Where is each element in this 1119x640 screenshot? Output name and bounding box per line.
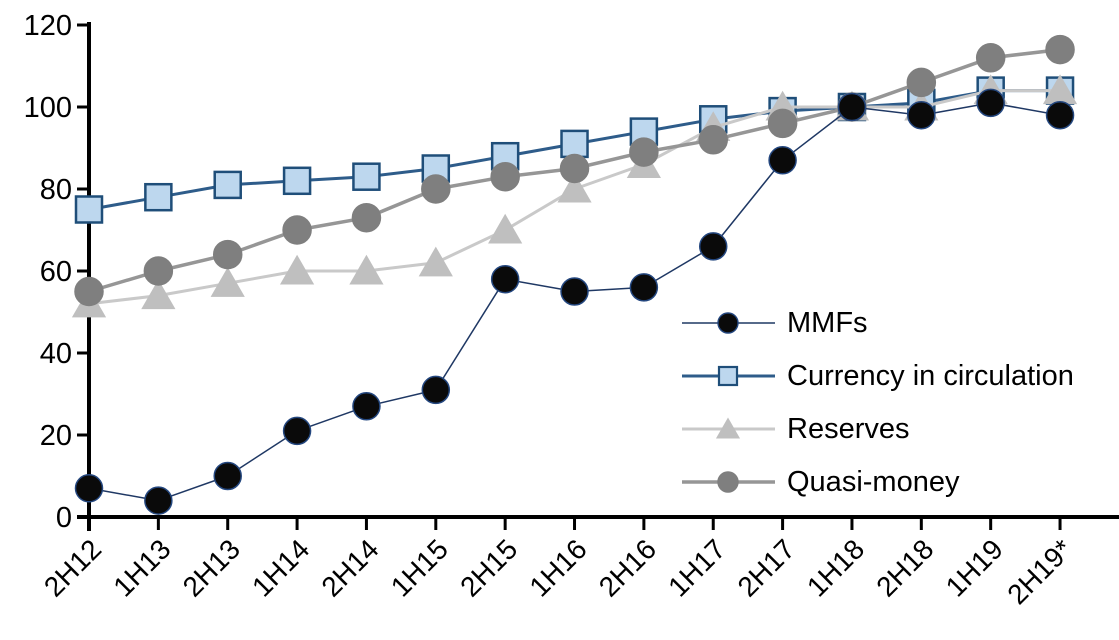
marker-quasi-money (351, 202, 382, 233)
x-tick-label: 2H12 (38, 533, 107, 602)
y-tick-label: 40 (40, 338, 72, 370)
quasi-money-marker-icon (682, 471, 775, 493)
marker-reserves (418, 246, 453, 277)
marker-quasi-money (1045, 34, 1075, 65)
marker-quasi-money (212, 239, 243, 270)
x-tick-label: 1H15 (385, 533, 454, 602)
legend-label-quasi-money: Quasi-money (787, 465, 960, 498)
x-tick-label: 2H19* (1001, 533, 1078, 610)
marker-reserves (488, 213, 523, 244)
marker-mmfs (698, 232, 728, 261)
chart-legend: MMFs Currency in circulation Reserves Qu… (681, 305, 1074, 500)
y-tick-label: 120 (24, 10, 72, 42)
y-tick-label: 60 (40, 256, 72, 288)
legend-item-mmfs: MMFs (681, 305, 1074, 341)
marker-currency-in-circulation (560, 129, 589, 159)
marker-mmfs (213, 461, 242, 491)
legend-item-currency: Currency in circulation (681, 358, 1074, 394)
y-tick-label: 20 (40, 420, 72, 452)
marker-mmfs (282, 416, 312, 446)
x-tick-label: 2H15 (454, 533, 523, 602)
marker-mmfs (629, 273, 659, 302)
marker-reserves (557, 172, 592, 203)
y-tick-label: 100 (24, 92, 72, 124)
x-tick-label: 1H18 (801, 533, 870, 602)
marker-mmfs (976, 88, 1005, 118)
marker-mmfs (352, 392, 381, 421)
marker-quasi-money (629, 137, 659, 167)
marker-mmfs (907, 100, 936, 130)
x-tick-label: 2H17 (732, 533, 801, 602)
marker-mmfs (490, 264, 520, 294)
marker-quasi-money (559, 153, 590, 184)
marker-mmfs (421, 375, 451, 405)
series-mmfs (74, 88, 1075, 515)
marker-quasi-money (490, 161, 520, 192)
marker-quasi-money (906, 67, 937, 98)
marker-quasi-money (421, 174, 451, 204)
y-tick-label: 80 (40, 174, 72, 206)
legend-label-mmfs: MMFs (787, 306, 868, 339)
x-tick-label: 2H13 (177, 533, 246, 602)
marker-reserves (279, 254, 315, 285)
x-tick-label: 1H14 (246, 533, 315, 602)
mmfs-marker-icon (682, 312, 775, 334)
reserves-marker-icon (682, 417, 775, 439)
x-tick-label: 2H16 (593, 533, 662, 602)
x-tick-label: 1H19 (940, 533, 1009, 602)
marker-mmfs (144, 486, 173, 515)
marker-quasi-money (767, 108, 798, 139)
x-tick-label: 1H16 (524, 533, 593, 602)
marker-mmfs (837, 92, 867, 122)
legend-label-reserves: Reserves (787, 412, 910, 445)
marker-quasi-money (282, 215, 312, 245)
marker-mmfs (1045, 100, 1075, 130)
marker-quasi-money (698, 125, 728, 155)
marker-reserves (210, 267, 245, 297)
x-tick-label: 1H13 (107, 533, 176, 602)
marker-quasi-money (74, 276, 104, 307)
marker-currency-in-circulation (74, 195, 104, 224)
marker-currency-in-circulation (352, 162, 381, 191)
marker-currency-in-circulation (144, 182, 173, 212)
x-tick-label: 1H17 (662, 533, 731, 602)
legend-label-currency: Currency in circulation (787, 359, 1074, 392)
series-quasi-money (74, 34, 1075, 307)
marker-reserves (141, 279, 176, 310)
currency-marker-icon (682, 365, 775, 387)
x-tick-label: 2H14 (315, 533, 384, 602)
marker-currency-in-circulation (213, 170, 242, 200)
marker-reserves (349, 254, 384, 285)
x-tick-label: 2H18 (870, 533, 939, 602)
marker-quasi-money (975, 43, 1006, 73)
marker-mmfs (74, 474, 104, 503)
legend-item-reserves: Reserves (681, 411, 1074, 447)
legend-item-quasi-money: Quasi-money (681, 464, 1074, 500)
marker-currency-in-circulation (282, 166, 312, 196)
marker-mmfs (768, 146, 797, 175)
marker-mmfs (560, 277, 589, 306)
y-tick-label: 0 (56, 502, 72, 534)
marker-quasi-money (143, 256, 174, 286)
